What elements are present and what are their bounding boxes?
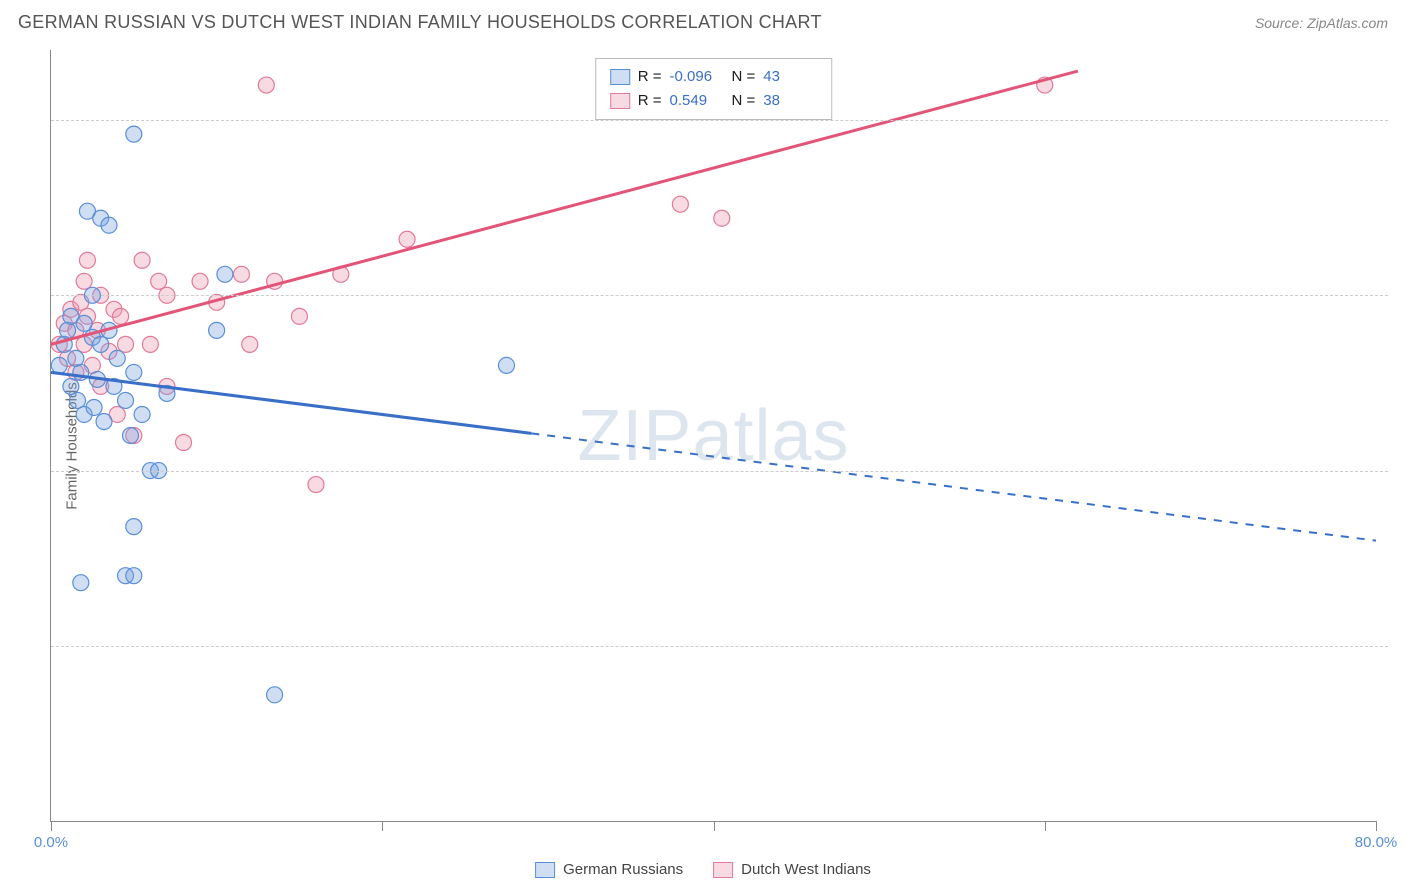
- y-tick-label: 50.0%: [1391, 462, 1406, 479]
- data-point: [209, 322, 225, 338]
- swatch-blue: [535, 862, 555, 878]
- data-point: [142, 336, 158, 352]
- r-value-blue: -0.096: [670, 65, 724, 89]
- data-point: [101, 217, 117, 233]
- data-point: [79, 252, 95, 268]
- y-tick-label: 25.0%: [1391, 637, 1406, 654]
- data-point: [126, 126, 142, 142]
- data-point: [126, 568, 142, 584]
- data-point: [123, 428, 139, 444]
- data-point: [118, 336, 134, 352]
- r-value-pink: 0.549: [670, 89, 724, 113]
- n-value-blue: 43: [763, 65, 817, 89]
- data-point: [192, 273, 208, 289]
- y-tick-label: 100.0%: [1391, 112, 1406, 129]
- trend-line-extrapolated: [531, 433, 1376, 540]
- data-point: [126, 519, 142, 535]
- source-label: Source: ZipAtlas.com: [1255, 15, 1388, 31]
- data-point: [86, 399, 102, 415]
- correlation-legend: R = -0.096 N = 43 R = 0.549 N = 38: [595, 58, 833, 120]
- data-point: [134, 406, 150, 422]
- x-tick: [382, 821, 383, 831]
- n-label: N =: [732, 89, 756, 113]
- data-point: [96, 413, 112, 429]
- data-point: [113, 308, 129, 324]
- data-point: [51, 357, 67, 373]
- data-point: [126, 364, 142, 380]
- gridline: [51, 120, 1388, 121]
- legend-item-blue: German Russians: [535, 861, 683, 878]
- data-point: [118, 392, 134, 408]
- data-point: [233, 266, 249, 282]
- data-point: [93, 336, 109, 352]
- data-point: [151, 273, 167, 289]
- chart-title: GERMAN RUSSIAN VS DUTCH WEST INDIAN FAMI…: [18, 12, 822, 33]
- x-tick-label-left: 0.0%: [34, 834, 68, 851]
- n-label: N =: [732, 65, 756, 89]
- data-point: [134, 252, 150, 268]
- x-tick: [1045, 821, 1046, 831]
- data-point: [109, 350, 125, 366]
- swatch-pink: [610, 93, 630, 109]
- series-legend: German Russians Dutch West Indians: [535, 861, 871, 878]
- data-point: [291, 308, 307, 324]
- gridline: [51, 646, 1388, 647]
- data-point: [176, 435, 192, 451]
- data-point: [242, 336, 258, 352]
- data-point: [76, 315, 92, 331]
- r-label: R =: [638, 89, 662, 113]
- x-tick-label-right: 80.0%: [1355, 834, 1398, 851]
- swatch-pink: [713, 862, 733, 878]
- trend-line: [51, 71, 1078, 344]
- gridline: [51, 295, 1388, 296]
- gridline: [51, 471, 1388, 472]
- legend-item-pink: Dutch West Indians: [713, 861, 871, 878]
- data-point: [672, 196, 688, 212]
- data-point: [714, 210, 730, 226]
- data-point: [73, 575, 89, 591]
- r-label: R =: [638, 65, 662, 89]
- x-tick: [51, 821, 52, 831]
- data-point: [308, 477, 324, 493]
- data-point: [258, 77, 274, 93]
- data-point: [399, 231, 415, 247]
- swatch-blue: [610, 69, 630, 85]
- data-point: [76, 273, 92, 289]
- data-point: [498, 357, 514, 373]
- chart-svg: [51, 50, 1376, 821]
- data-point: [217, 266, 233, 282]
- n-value-pink: 38: [763, 89, 817, 113]
- y-tick-label: 75.0%: [1391, 287, 1406, 304]
- legend-label-pink: Dutch West Indians: [741, 861, 871, 878]
- data-point: [60, 322, 76, 338]
- legend-row-blue: R = -0.096 N = 43: [610, 65, 818, 89]
- x-tick: [714, 821, 715, 831]
- legend-row-pink: R = 0.549 N = 38: [610, 89, 818, 113]
- chart-plot-area: ZIPatlas R = -0.096 N = 43 R = 0.549 N =…: [50, 50, 1376, 822]
- legend-label-blue: German Russians: [563, 861, 683, 878]
- data-point: [267, 687, 283, 703]
- x-tick: [1376, 821, 1377, 831]
